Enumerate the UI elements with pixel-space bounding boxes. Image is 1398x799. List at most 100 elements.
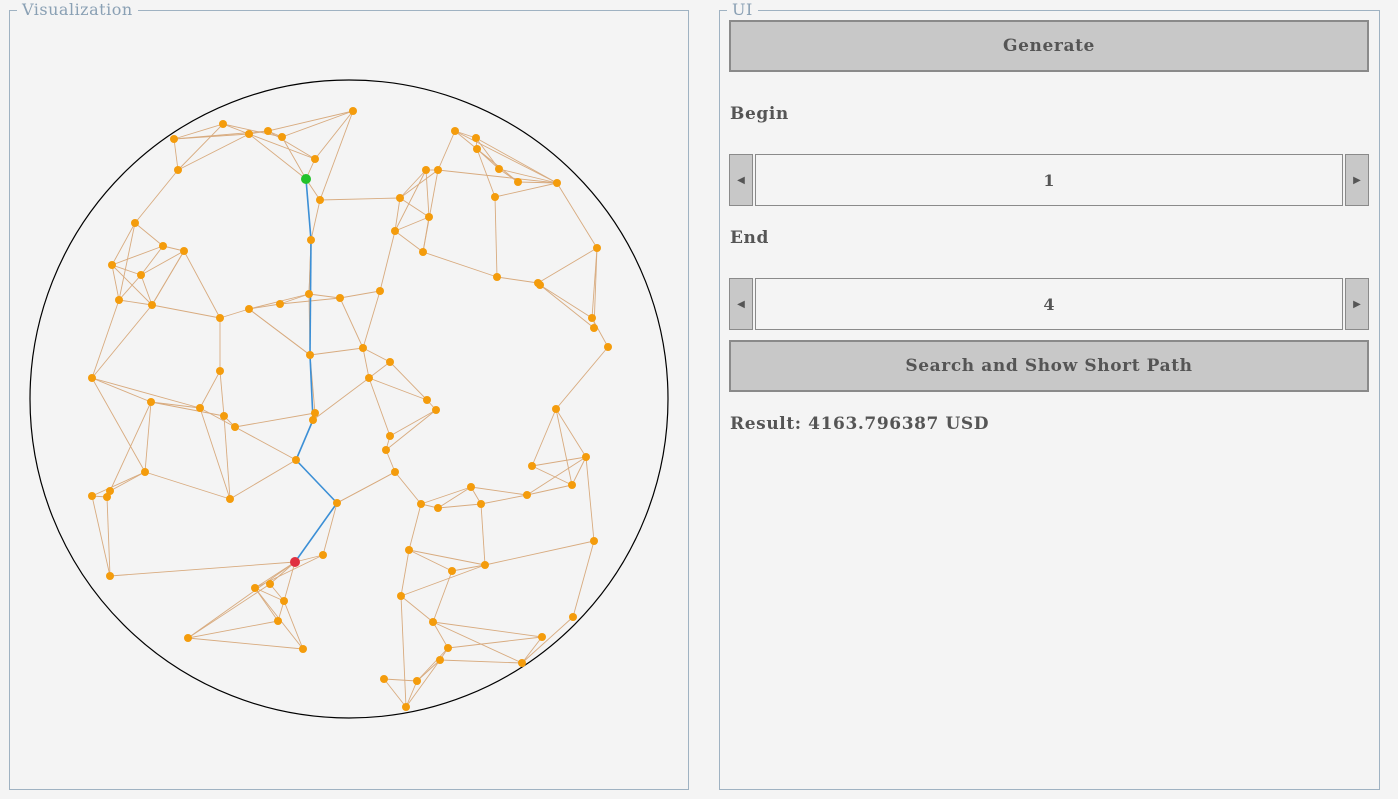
- arrow-left-icon: ◀: [737, 174, 745, 186]
- graph-node: [141, 468, 149, 476]
- graph-edge: [591, 317, 609, 348]
- shortest-path-edge: [294, 502, 338, 563]
- end-decrement-button[interactable]: ◀: [729, 278, 753, 330]
- graph-node: [349, 107, 357, 115]
- graph-node: [493, 273, 501, 281]
- graph-canvas: [29, 79, 669, 719]
- graph-edge: [91, 495, 111, 577]
- graph-node: [264, 127, 272, 135]
- graph-node: [473, 145, 481, 153]
- search-short-path-button[interactable]: Search and Show Short Path: [729, 340, 1369, 392]
- graph-edge: [405, 680, 418, 708]
- graph-edge: [517, 181, 558, 184]
- graph-edge: [408, 549, 486, 566]
- graph-node: [184, 634, 192, 642]
- graph-edge: [420, 486, 472, 505]
- graph-node: [88, 374, 96, 382]
- graph-edge: [437, 169, 558, 184]
- graph-node: [266, 580, 274, 588]
- end-spinbox[interactable]: 4: [755, 278, 1343, 330]
- graph-node: [196, 404, 204, 412]
- begin-increment-button[interactable]: ▶: [1345, 154, 1369, 206]
- graph-edge: [118, 274, 142, 301]
- graph-node: [405, 546, 413, 554]
- graph-edge: [447, 636, 543, 649]
- graph-node: [137, 271, 145, 279]
- graph-edge: [416, 659, 441, 682]
- graph-edge: [91, 377, 146, 473]
- graph-edge: [91, 377, 152, 403]
- graph-node: [216, 314, 224, 322]
- graph-node: [604, 343, 612, 351]
- graph-edge: [480, 503, 486, 566]
- graph-edge: [109, 561, 296, 577]
- begin-decrement-button[interactable]: ◀: [729, 154, 753, 206]
- graph-node: [106, 487, 114, 495]
- graph-edge: [432, 621, 523, 664]
- graph-node: [159, 242, 167, 250]
- graph-node: [397, 592, 405, 600]
- graph-edge: [150, 401, 225, 417]
- graph-node: [590, 324, 598, 332]
- graph-edge: [314, 110, 354, 160]
- graph-node: [299, 645, 307, 653]
- graph-node: [115, 296, 123, 304]
- graph-node: [444, 644, 452, 652]
- end-node: [290, 557, 300, 567]
- graph-node: [216, 367, 224, 375]
- graph-node: [429, 618, 437, 626]
- arrow-right-icon: ▶: [1353, 174, 1361, 186]
- graph-edge: [187, 583, 271, 639]
- graph-edge: [283, 600, 304, 650]
- graph-edge: [281, 110, 354, 138]
- graph-node: [311, 409, 319, 417]
- graph-node: [380, 675, 388, 683]
- begin-label: Begin: [730, 104, 789, 124]
- graph-node: [376, 287, 384, 295]
- graph-edge: [425, 169, 430, 218]
- graph-edge: [134, 222, 164, 247]
- graph-edge: [283, 561, 296, 602]
- graph-edge: [362, 347, 370, 379]
- graph-edge: [470, 486, 528, 496]
- graph-node: [425, 213, 433, 221]
- graph-edge: [537, 247, 598, 284]
- graph-edge: [111, 245, 164, 266]
- graph-edge: [140, 250, 185, 276]
- end-increment-button[interactable]: ▶: [1345, 278, 1369, 330]
- graph-edge: [222, 123, 283, 138]
- graph-node: [396, 194, 404, 202]
- graph-edge: [394, 169, 427, 232]
- graph-edge: [219, 370, 225, 417]
- graph-edge: [379, 230, 396, 292]
- generate-button[interactable]: Generate: [729, 20, 1369, 72]
- graph-edge: [368, 361, 391, 379]
- graph-edge: [248, 133, 316, 160]
- graph-edge: [556, 182, 598, 249]
- result-text: Result: 4163.796387 USD: [730, 414, 990, 434]
- graph-edge: [144, 401, 152, 473]
- ui-panel-title: UI: [727, 0, 758, 20]
- end-label: End: [730, 228, 770, 248]
- graph-edge: [150, 401, 201, 409]
- graph-edge: [439, 659, 523, 664]
- begin-spinbox[interactable]: 1: [755, 154, 1343, 206]
- graph-edge: [476, 148, 496, 198]
- graph-edge: [151, 304, 221, 319]
- graph-edge: [267, 110, 354, 132]
- graph-edge: [526, 456, 587, 496]
- graph-edge: [187, 620, 279, 639]
- graph-edge: [248, 308, 311, 356]
- graph-node: [319, 551, 327, 559]
- graph-node: [477, 500, 485, 508]
- graph-edge: [279, 293, 310, 305]
- graph-edge: [134, 169, 179, 224]
- graph-edge: [199, 370, 221, 409]
- graph-edge: [248, 133, 307, 180]
- graph-node: [538, 633, 546, 641]
- graph-node: [274, 617, 282, 625]
- graph-edge: [496, 276, 539, 284]
- graph-edge: [526, 484, 573, 496]
- graph-edge: [394, 216, 430, 232]
- graph-nodes: [88, 107, 612, 711]
